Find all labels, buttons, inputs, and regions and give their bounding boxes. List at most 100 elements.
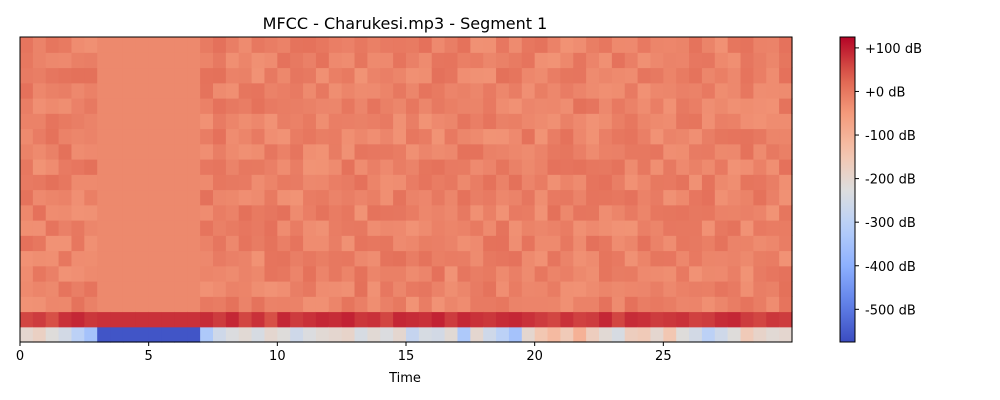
heatmap-cell [367,159,381,175]
heatmap-cell [264,265,278,282]
heatmap-cell [534,220,549,236]
heatmap-cell [406,220,420,236]
heatmap-cell [624,67,639,84]
heatmap-cell [187,311,201,328]
heatmap-cell [122,326,137,343]
heatmap-cell [45,204,60,221]
heatmap-cell [303,52,317,69]
heatmap-cell [689,67,703,84]
heatmap-cell [32,159,47,175]
heatmap-cell [238,296,253,313]
heatmap-cell [611,128,626,145]
heatmap-cell [547,174,561,191]
heatmap-cell [161,159,175,175]
heatmap-cell [534,128,549,145]
heatmap-cell [315,128,330,145]
heatmap-cell [341,98,356,114]
heatmap-cell [303,296,317,313]
heatmap-cell [187,113,201,130]
heatmap-cell [534,82,549,99]
heatmap-cell [560,174,574,191]
heatmap-cell [586,143,600,160]
heatmap-cell [71,52,85,69]
heatmap-cell [560,52,574,69]
heatmap-cell [624,159,639,175]
heatmap-cell [277,220,291,236]
heatmap-cell [714,143,729,160]
heatmap-cell [470,250,484,267]
heatmap-cell [470,67,484,84]
heatmap-cell [650,174,664,191]
heatmap-cell [663,204,677,221]
colorbar-axis: +100 dB +0 dB -100 dB -200 dB -300 dB -400 dB… [855,42,922,318]
colorbar-tick-label: -100 dB [865,129,916,144]
heatmap-cell [727,204,742,221]
heatmap-cell [637,82,652,99]
heatmap-cell [187,67,201,84]
heatmap-cell [637,143,652,160]
heatmap-cell [406,204,420,221]
heatmap-cell [406,174,420,191]
heatmap-cell [187,52,201,69]
heatmap-cell [20,235,34,252]
heatmap-cell [45,174,60,191]
heatmap-cell [225,143,240,160]
heatmap-cell [457,52,471,69]
heatmap-cell [45,37,60,53]
heatmap-cell [213,52,227,69]
heatmap-cell [624,326,639,343]
heatmap-cell [470,143,484,160]
heatmap-cell [547,159,561,175]
heatmap-cell [611,52,626,69]
heatmap-cell [611,37,626,53]
heatmap-cell [380,98,394,114]
heatmap-cell [277,250,291,267]
heatmap-cell [354,128,368,145]
heatmap-cell [135,174,150,191]
heatmap-cell [573,67,587,84]
heatmap-cell [110,250,124,267]
heatmap-cell [380,189,394,206]
heatmap-cell [187,37,201,53]
heatmap-cell [71,281,85,297]
heatmap-cell [148,113,163,130]
heatmap-cell [341,67,356,84]
heatmap-cell [508,37,523,53]
heatmap-cell [496,189,510,206]
x-tick-label: 10 [269,349,286,364]
heatmap-cell [84,67,98,84]
heatmap-cell [71,235,85,252]
heatmap-cell [251,128,266,145]
heatmap-cell [586,174,600,191]
heatmap-cell [393,326,407,343]
heatmap-cell [161,235,175,252]
heatmap-cell [58,311,73,328]
heatmap-cell [277,128,291,145]
heatmap-cell [418,98,433,114]
heatmap-cell [187,143,201,160]
heatmap-cell [97,98,111,114]
heatmap-cell [187,250,201,267]
heatmap-cell [161,296,175,313]
heatmap-cell [393,128,407,145]
heatmap-cell [290,159,304,175]
heatmap-cell [753,174,767,191]
heatmap-cell [200,265,214,282]
heatmap-cell [200,235,214,252]
heatmap-cell [714,311,729,328]
heatmap-cell [367,296,381,313]
heatmap-cell [406,296,420,313]
heatmap-cell [45,250,60,267]
heatmap-cell [406,82,420,99]
heatmap-cell [84,174,98,191]
heatmap-cell [573,235,587,252]
heatmap-cell [676,265,690,282]
heatmap-cell [200,143,214,160]
heatmap-cell [470,311,484,328]
x-tick-label: 0 [16,349,24,364]
heatmap-cell [714,250,729,267]
heatmap-cell [611,204,626,221]
heatmap-cell [599,52,613,69]
heatmap-cell [354,67,368,84]
heatmap-cell [740,174,754,191]
